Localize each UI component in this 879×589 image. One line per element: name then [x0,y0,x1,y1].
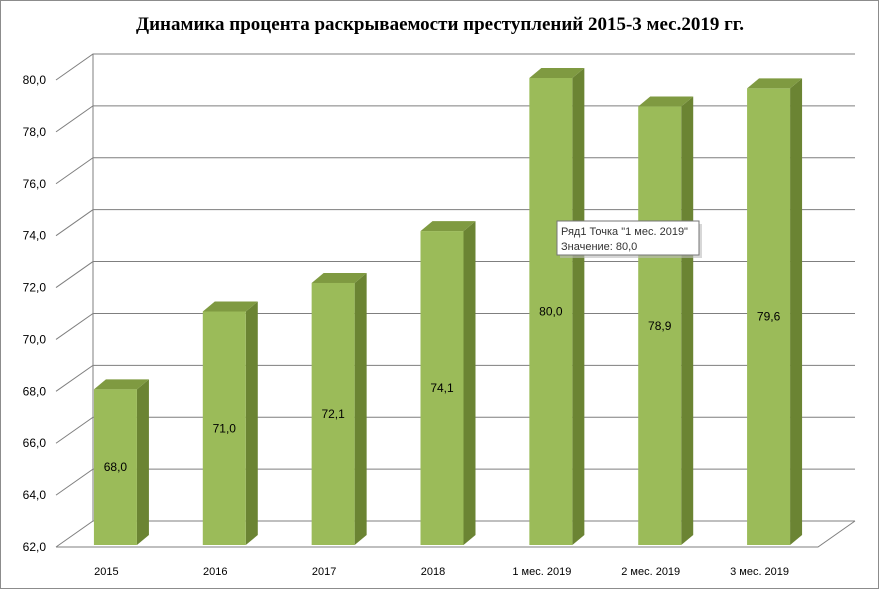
x-tick-label: 2018 [421,566,445,578]
gridline [55,53,855,81]
bar: 71,0 [202,301,258,545]
bar: 72,1 [311,272,367,545]
bar-side [681,96,694,546]
bar-top [420,221,476,232]
gridline [55,157,855,185]
tooltip-series-point: Ряд1 Точка "1 мес. 2019" [561,226,688,238]
bar-front [747,88,791,545]
y-tick-label: 78,0 [23,125,47,139]
x-tick-label: 1 мес. 2019 [512,566,571,578]
bar-side [245,301,258,545]
y-tick-label: 74,0 [23,229,47,243]
bar-front [529,78,573,545]
bar-top [202,301,258,312]
bar-top [311,272,367,283]
bar-front [93,389,137,545]
bar-side [136,379,149,545]
bar-top [529,68,585,78]
bar-side [354,272,367,545]
y-tick-label: 76,0 [23,177,47,191]
bar: 80,0 [529,68,585,545]
y-tick-label: 66,0 [23,436,47,450]
x-tick-label: 2017 [312,566,336,578]
bar-top [747,78,803,89]
bar-top [638,96,694,107]
bar: 79,6 [747,78,803,545]
x-tick-label: 2016 [203,566,227,578]
x-axis-tick-labels: 2015 2016 2017 2018 1 мес. 2019 2 мес. 2019 3 … [94,566,789,578]
y-axis-tick-labels: 62,0 64,0 66,0 68,0 70,0 72,0 74,0 76,0 78,0 80,0 [23,73,47,554]
bar: 74,1 [420,221,476,546]
gridline [55,105,855,133]
data-label: 79,6 [757,310,781,324]
bar-top [93,379,149,390]
bar-side [790,78,803,545]
bar-side [463,221,476,546]
tooltip-value: Значение: 80,0 [561,241,637,253]
data-point-tooltip: Ряд1 Точка "1 мес. 2019" Значение: 80,0 [556,220,702,258]
y-tick-label: 64,0 [23,488,47,502]
data-label: 72,1 [321,407,345,421]
data-label: 71,0 [213,421,237,435]
bar-front [202,311,246,545]
bars: 68,0 71,0 72,1 74,1 80,0 78,9 79,6 [93,68,803,546]
data-label: 74,1 [430,381,454,395]
floor-edge [56,520,856,548]
y-tick-label: 68,0 [23,384,47,398]
tooltip-box [556,220,700,256]
data-label: 68,0 [104,460,128,474]
gridlines [55,53,856,548]
x-tick-label: 2 мес. 2019 [621,566,680,578]
bar: 68,0 [93,379,149,545]
data-label: 80,0 [539,305,563,319]
bar-side [572,68,585,545]
bar-front [638,106,682,546]
chart-title: Динамика процента раскрываемости преступ… [136,14,744,35]
y-tick-label: 62,0 [23,540,47,554]
x-tick-label: 2015 [94,566,118,578]
y-tick-label: 72,0 [23,281,47,295]
y-tick-label: 80,0 [23,73,47,87]
data-label: 78,9 [648,319,672,333]
bar: 78,9 [638,96,694,546]
x-tick-label: 3 мес. 2019 [730,566,789,578]
bar-front [420,231,464,546]
bar-front [311,282,355,545]
y-tick-label: 70,0 [23,332,47,346]
